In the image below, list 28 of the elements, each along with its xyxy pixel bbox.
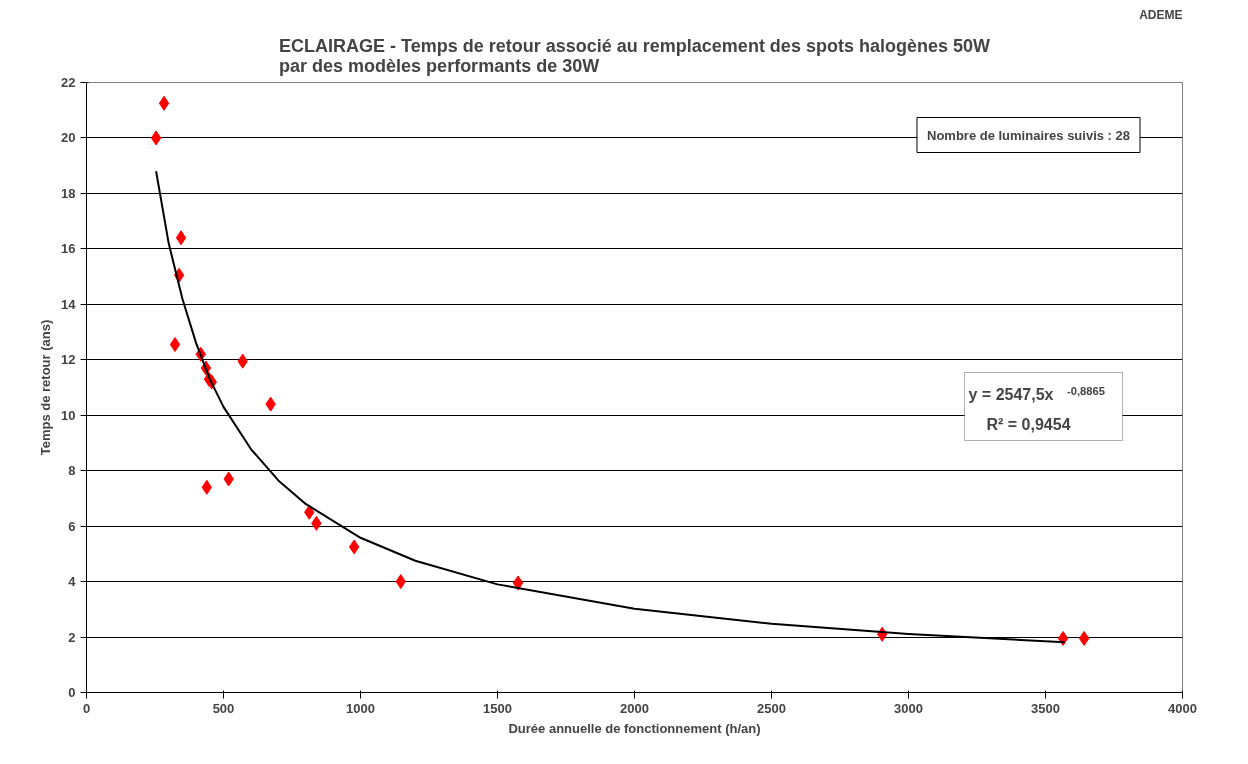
y-tick-label: 22 xyxy=(61,75,76,90)
y-tick-label: 14 xyxy=(61,296,77,312)
x-tick-label: 2000 xyxy=(620,700,649,716)
y-tick-label: 2 xyxy=(68,629,76,645)
x-tick-label: 2500 xyxy=(757,700,786,716)
y-tick-label: 10 xyxy=(61,407,76,423)
annotation: y = 2547,5x-0,8865 xyxy=(968,384,1106,403)
y-tick-label: 4 xyxy=(68,574,77,590)
x-tick-label: 0 xyxy=(82,700,91,716)
y-tick-label: 0 xyxy=(68,685,76,700)
x-tick-label: 4000 xyxy=(1168,700,1197,716)
x-tick-label: 3000 xyxy=(894,700,923,716)
y-tick-label: 18 xyxy=(61,185,76,201)
y-tick-label: 8 xyxy=(68,463,76,479)
x-axis-title: Durée annuelle de fonctionnement (h/an) xyxy=(508,720,761,736)
text: ADEME xyxy=(1139,7,1183,22)
y-tick-label: 20 xyxy=(61,130,76,146)
x-tick-label: 3500 xyxy=(1031,700,1060,716)
y-tick-label: 12 xyxy=(61,352,76,368)
annotation: R² = 0,9454 xyxy=(986,415,1071,433)
annotation: Nombre de luminaires suivis : 28 xyxy=(926,127,1131,143)
y-axis-title: Temps de retour (ans) xyxy=(38,319,54,456)
y-tick-label: 6 xyxy=(68,518,76,534)
x-tick-label: 1500 xyxy=(483,700,512,716)
x-tick-label: 1000 xyxy=(346,700,375,716)
y-tick-label: 16 xyxy=(61,241,76,257)
chart-title: ECLAIRAGE - Temps de retour associé au remplacement des spots halogènes 50W par des modèles performants de 30W xyxy=(279,35,990,76)
x-tick-label: 500 xyxy=(212,700,235,716)
